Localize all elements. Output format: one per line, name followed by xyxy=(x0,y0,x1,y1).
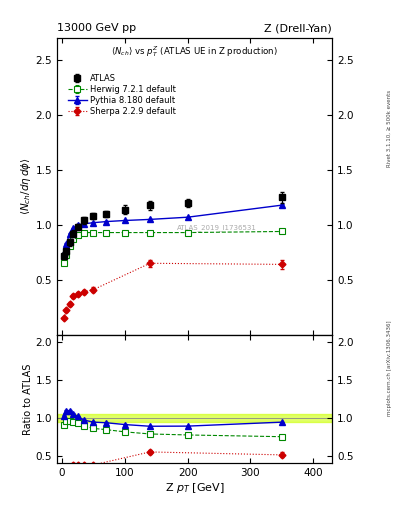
Text: ATLAS_2019_I1736531: ATLAS_2019_I1736531 xyxy=(176,225,257,231)
Text: Z (Drell-Yan): Z (Drell-Yan) xyxy=(264,23,332,33)
Y-axis label: Ratio to ATLAS: Ratio to ATLAS xyxy=(23,364,33,435)
Bar xyxy=(57,414,332,422)
Legend: ATLAS, Herwig 7.2.1 default, Pythia 8.180 default, Sherpa 2.2.9 default: ATLAS, Herwig 7.2.1 default, Pythia 8.18… xyxy=(67,72,178,118)
Text: 13000 GeV pp: 13000 GeV pp xyxy=(57,23,136,33)
Y-axis label: $\langle N_{ch}/d\eta\, d\phi\rangle$: $\langle N_{ch}/d\eta\, d\phi\rangle$ xyxy=(19,158,33,215)
X-axis label: Z $p_{T}$ [GeV]: Z $p_{T}$ [GeV] xyxy=(165,481,224,495)
Text: Rivet 3.1.10, ≥ 500k events: Rivet 3.1.10, ≥ 500k events xyxy=(387,90,391,166)
Text: $\langle N_{ch}\rangle$ vs $p^{Z}_{T}$ (ATLAS UE in Z production): $\langle N_{ch}\rangle$ vs $p^{Z}_{T}$ (… xyxy=(111,45,278,59)
Text: mcplots.cern.ch [arXiv:1306.3436]: mcplots.cern.ch [arXiv:1306.3436] xyxy=(387,321,391,416)
